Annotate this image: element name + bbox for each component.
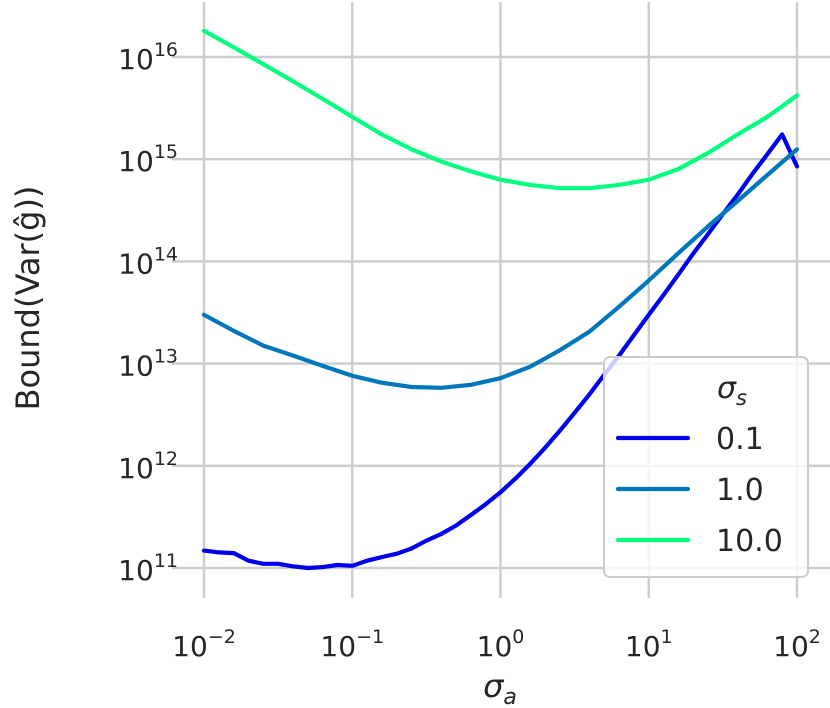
legend-label: 0.1 [716, 422, 764, 457]
y-tick-label: 1016 [118, 39, 178, 76]
x-tick-label: 102 [773, 626, 821, 663]
legend-box [603, 356, 809, 578]
legend-label: 10.0 [716, 524, 783, 559]
y-tick-label: 1015 [118, 141, 178, 178]
y-tick-label: 1012 [118, 448, 178, 485]
legend: σs 0.1 1.0 10.0 [603, 356, 809, 578]
x-tick-label: 10−2 [172, 626, 236, 663]
legend-title: σs [717, 371, 747, 410]
x-tick-label: 100 [477, 626, 525, 663]
series-line-10.0 [201, 28, 800, 191]
x-tick-label: 10−1 [320, 626, 384, 663]
y-tick-label: 1014 [118, 243, 178, 280]
x-axis-label: σa [483, 667, 517, 708]
series-lines [201, 28, 800, 571]
legend-label: 1.0 [716, 473, 764, 508]
y-tick-label: 1011 [118, 550, 178, 587]
legend-entries: 0.1 1.0 10.0 [615, 422, 783, 559]
x-tick-label: 101 [625, 626, 673, 663]
y-tick-label: 1013 [118, 346, 178, 383]
series-line-1.0 [201, 147, 800, 390]
x-tick-labels: 10−2 10−1 100 101 102 [172, 626, 821, 663]
y-axis-label: Bound(Var(ĝ)) [9, 186, 47, 411]
grid [172, 2, 830, 598]
series-line-0.1 [201, 132, 800, 571]
y-tick-labels: 1011 1012 1013 1014 1015 1016 [118, 39, 178, 587]
